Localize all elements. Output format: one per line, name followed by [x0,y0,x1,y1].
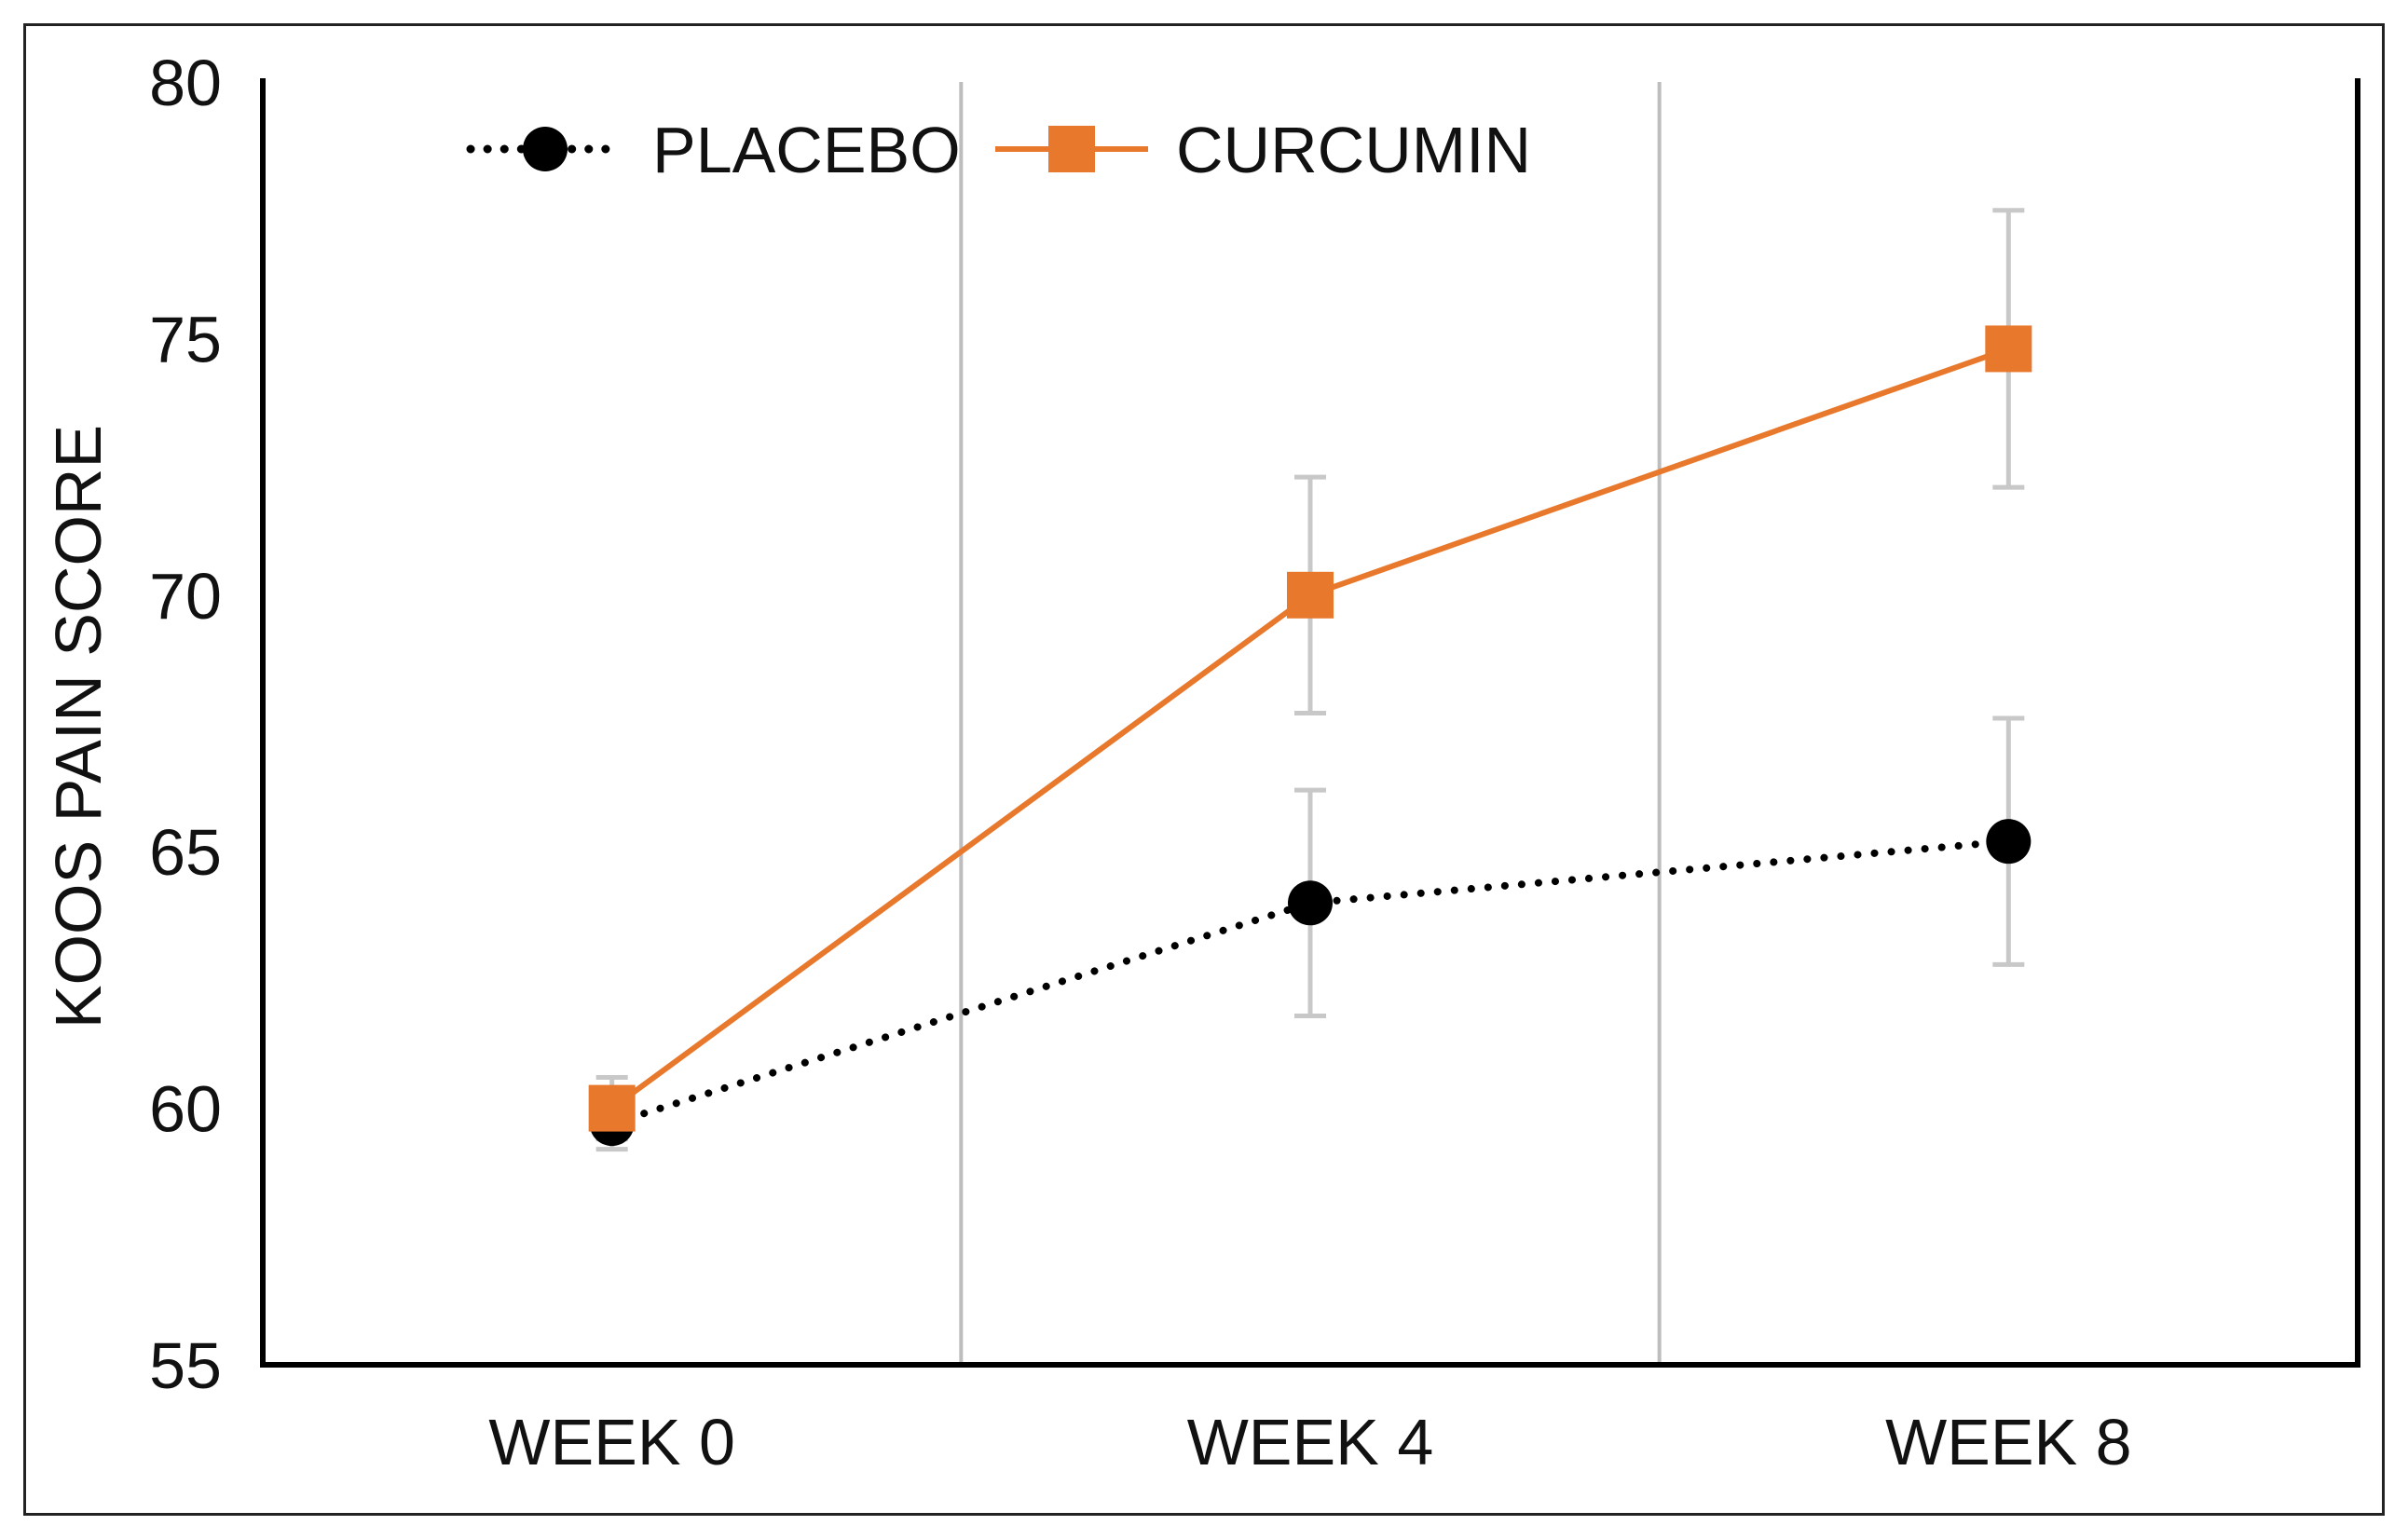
axes-layer [260,78,2360,1368]
x-tick-label: WEEK 4 [1187,1406,1434,1478]
y-tick-label: 80 [149,47,222,119]
y-tick-label: 70 [149,560,222,633]
y-tick-label: 60 [149,1073,222,1146]
legend: PLACEBO CURCUMIN [466,114,1531,186]
tick-labels: 55 60 65 70 75 80 WEEK 0 WEEK 4 WEEK 8 [149,47,2131,1478]
data-point-curcumin [588,1084,636,1132]
series-line-placebo [608,838,2013,1128]
legend-marker-placebo [523,127,568,171]
y-tick-label: 55 [149,1329,222,1402]
data-point-curcumin [1985,325,2032,373]
data-point-placebo [1288,880,1333,926]
data-point-placebo [1986,819,2032,865]
legend-label-curcumin: CURCUMIN [1176,114,1531,186]
x-tick-label: WEEK 8 [1885,1406,2132,1478]
series-markers [588,325,2032,1147]
y-tick-label: 75 [149,303,222,375]
y-tick-label: 65 [149,816,222,889]
grid-layer [959,82,1662,1365]
chart-frame [23,23,2385,1516]
data-point-curcumin [1287,571,1334,619]
x-tick-label: WEEK 0 [488,1406,735,1478]
legend-label-placebo: PLACEBO [652,114,961,186]
y-axis-title: KOOS PAIN SCORE [42,425,115,1028]
legend-marker-curcumin [1048,126,1095,172]
error-bars [595,208,2025,1152]
